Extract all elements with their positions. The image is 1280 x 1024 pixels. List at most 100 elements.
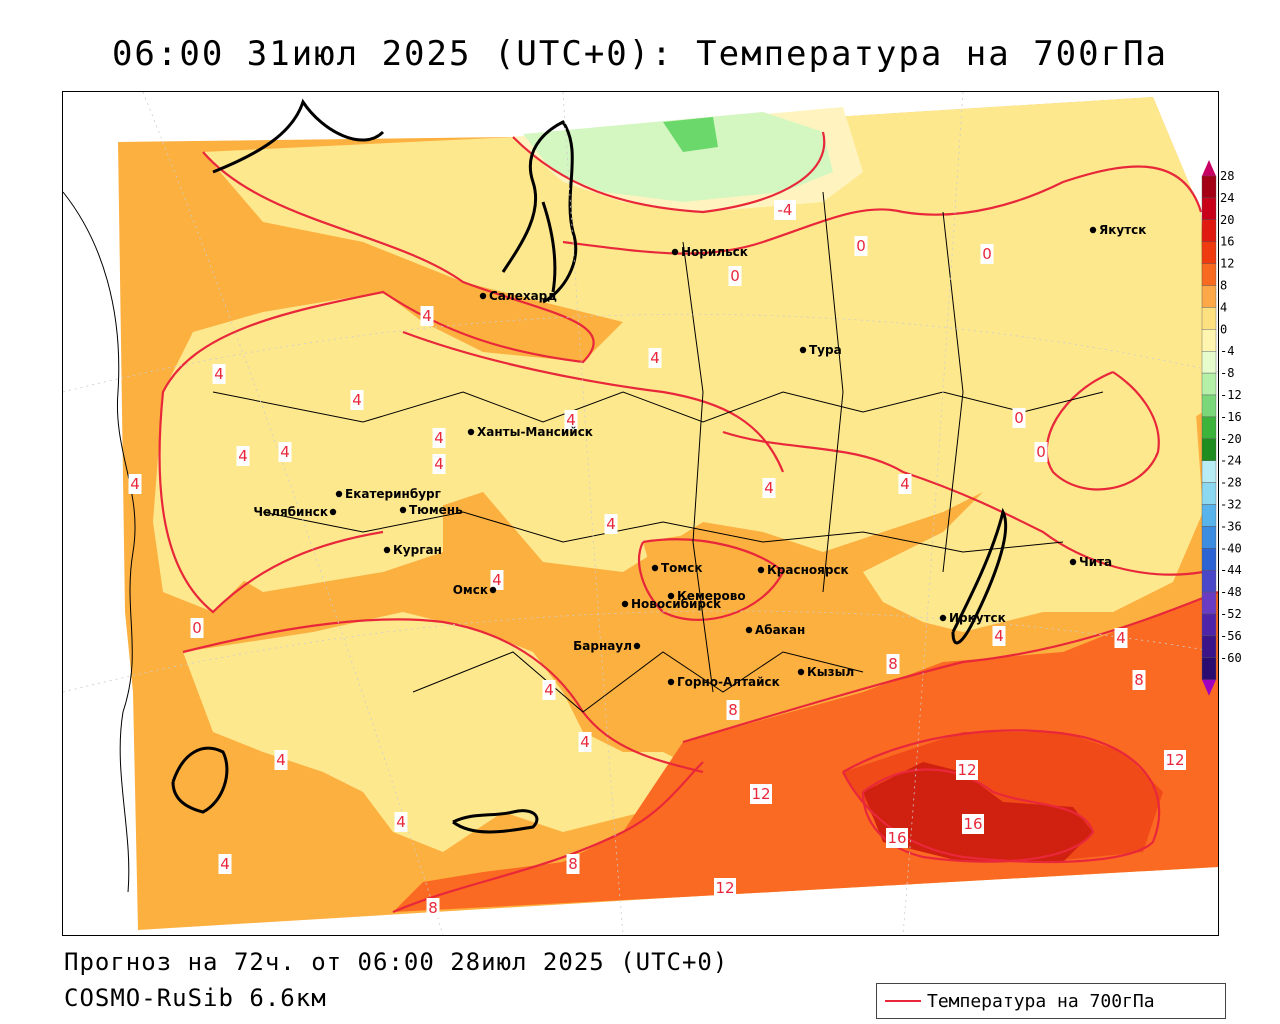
colorbar-tick-label: -44 bbox=[1220, 563, 1242, 577]
contour-value-label: 8 bbox=[566, 854, 580, 874]
cities: Норильск Якутск Салехард Тура Ханты-Мансийск… bbox=[253, 223, 1146, 689]
colorbar-swatch bbox=[1201, 548, 1217, 571]
colorbar-tick-label: -12 bbox=[1220, 388, 1242, 402]
city-label: Новосибирск bbox=[631, 597, 721, 611]
forecast-info: Прогноз на 72ч. от 06:00 28июл 2025 (UTC… bbox=[64, 948, 729, 976]
contour-label-text: 4 bbox=[130, 475, 140, 493]
city-dot bbox=[621, 600, 629, 608]
temperature-field bbox=[118, 97, 1218, 930]
city-label: Якутск bbox=[1099, 223, 1146, 237]
contour-label-bg bbox=[394, 812, 408, 832]
contour-value-label: 0 bbox=[728, 266, 742, 286]
contour-value-label: 4 bbox=[542, 680, 556, 700]
colorbar-tick-label: -16 bbox=[1220, 410, 1242, 424]
contour-label-text: 4 bbox=[396, 813, 406, 831]
aral-lake bbox=[171, 746, 229, 814]
city-label: Барнаул bbox=[573, 639, 632, 653]
region-border bbox=[942, 211, 964, 573]
region-border bbox=[412, 651, 864, 713]
city-marker: Кызыл bbox=[797, 665, 854, 679]
contour-label-text: 4 bbox=[1116, 629, 1126, 647]
city-label: Иркутск bbox=[949, 611, 1006, 625]
contour-value-label: 4 bbox=[218, 854, 232, 874]
contour-label-bg bbox=[350, 390, 364, 410]
region-border bbox=[822, 191, 844, 593]
borders bbox=[63, 191, 1104, 893]
contour-label-text: 8 bbox=[428, 899, 438, 917]
contour-label-text: 0 bbox=[1036, 443, 1046, 461]
city-marker: Горно-Алтайск bbox=[667, 675, 780, 689]
isotherm-line bbox=[861, 768, 1095, 863]
contour-value-label: 0 bbox=[980, 244, 994, 264]
contour-label-text: 4 bbox=[352, 391, 362, 409]
contour-value-label: 12 bbox=[714, 878, 736, 898]
contour-value-label: 4 bbox=[564, 410, 578, 430]
contour-value-label: 4 bbox=[648, 348, 662, 368]
contour-value-label: 4 bbox=[490, 570, 504, 590]
city-dot bbox=[633, 642, 641, 650]
city-label: Абакан bbox=[755, 623, 805, 637]
colorbar-tick-label: 0 bbox=[1220, 322, 1227, 336]
contour-label-text: 4 bbox=[422, 307, 432, 325]
contour-label-bg bbox=[212, 364, 226, 384]
isotherm-line bbox=[638, 538, 785, 621]
contour-label-text: 12 bbox=[957, 761, 976, 779]
contour-label-bg bbox=[886, 828, 908, 848]
isotherm-line bbox=[722, 430, 1204, 576]
colorbar-swatch bbox=[1201, 241, 1217, 264]
colorbar-swatch bbox=[1201, 613, 1217, 637]
colorbar-top-arrow bbox=[1202, 160, 1216, 176]
isotherm-line bbox=[182, 618, 704, 774]
contour-label-text: 4 bbox=[544, 681, 554, 699]
contour-label-bg bbox=[992, 626, 1006, 646]
isotherm-line bbox=[1045, 370, 1160, 491]
colorbar-swatch bbox=[1201, 175, 1217, 199]
isotherm-line bbox=[842, 729, 1161, 864]
colorbar-swatch bbox=[1201, 394, 1217, 418]
colorbar-tick-label: -20 bbox=[1220, 432, 1242, 446]
city-label: Екатеринбург bbox=[345, 487, 441, 501]
city-marker: Новосибирск bbox=[621, 597, 721, 611]
city-marker: Иркутск bbox=[939, 611, 1006, 625]
city-label: Тура bbox=[809, 343, 842, 357]
contour-value-label: 4 bbox=[128, 474, 142, 494]
contour-label-bg bbox=[604, 514, 618, 534]
contour-value-label: 12 bbox=[956, 760, 978, 780]
colorbar-tick-label: 8 bbox=[1220, 279, 1227, 293]
contour-label-bg bbox=[278, 442, 292, 462]
contour-label-bg bbox=[1034, 442, 1048, 462]
coastline bbox=[171, 98, 1008, 834]
contour-label-bg bbox=[566, 854, 580, 874]
contour-label-text: 0 bbox=[856, 237, 866, 255]
colorbar-swatch bbox=[1201, 329, 1217, 352]
contour-value-label: 4 bbox=[432, 454, 446, 474]
colorbar-swatch bbox=[1201, 197, 1217, 221]
city-label: Чита bbox=[1079, 555, 1112, 569]
city-marker: Ханты-Мансийск bbox=[467, 425, 593, 439]
contour-label-text: 4 bbox=[280, 443, 290, 461]
contour-label-bg bbox=[1114, 628, 1128, 648]
colorbar-tick-label: -24 bbox=[1220, 454, 1242, 468]
contour-label-bg bbox=[578, 732, 592, 752]
contour-label-text: 4 bbox=[566, 411, 576, 429]
contour-label-bg bbox=[956, 760, 978, 780]
colorbar-tick-label: 28 bbox=[1220, 169, 1234, 183]
colorbar-tick-label: -56 bbox=[1220, 629, 1242, 643]
colorbar-swatch bbox=[1201, 526, 1217, 549]
contour-value-label: 4 bbox=[604, 514, 618, 534]
city-marker: Барнаул bbox=[573, 639, 641, 653]
zone-16-20 bbox=[863, 762, 1093, 862]
city-dot bbox=[1069, 558, 1077, 566]
contour-label-bg bbox=[648, 348, 662, 368]
city-dot bbox=[939, 614, 947, 622]
colorbar-tick-label: 24 bbox=[1220, 191, 1234, 205]
contour-value-label: 4 bbox=[432, 428, 446, 448]
colorbar-swatch bbox=[1201, 372, 1217, 396]
baikal-lake bbox=[951, 507, 1008, 645]
contour-label-bg bbox=[962, 814, 984, 834]
contour-value-label: 4 bbox=[350, 390, 364, 410]
contour-label-text: 0 bbox=[1014, 409, 1024, 427]
isotherm-line bbox=[158, 151, 595, 614]
temperature-map[interactable]: -4 0 0 0 0 0 0 4 4 4 4 4 4 4 4 4 4 4 4 4 4 4 4 4 4 4 4 4 8 8 8 8 8 12 12 12… bbox=[62, 91, 1219, 936]
contour-label-text: 4 bbox=[434, 429, 444, 447]
